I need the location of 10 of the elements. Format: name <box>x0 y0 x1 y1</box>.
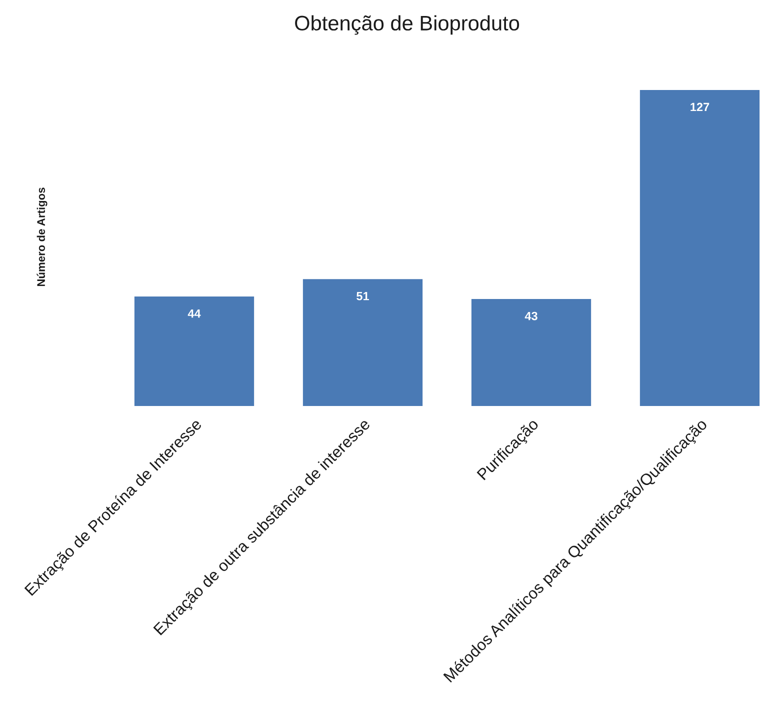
bar <box>640 90 760 406</box>
bar <box>302 279 423 406</box>
bar <box>471 299 592 406</box>
bar <box>134 296 254 406</box>
data-label: 44 <box>188 309 201 318</box>
y-axis-title: Número de Artigos <box>36 188 48 286</box>
data-label: 43 <box>524 312 538 320</box>
chart-title: Obtenção de Bioproduto <box>295 15 520 35</box>
data-label: 127 <box>690 102 710 112</box>
data-label: 51 <box>356 292 369 300</box>
